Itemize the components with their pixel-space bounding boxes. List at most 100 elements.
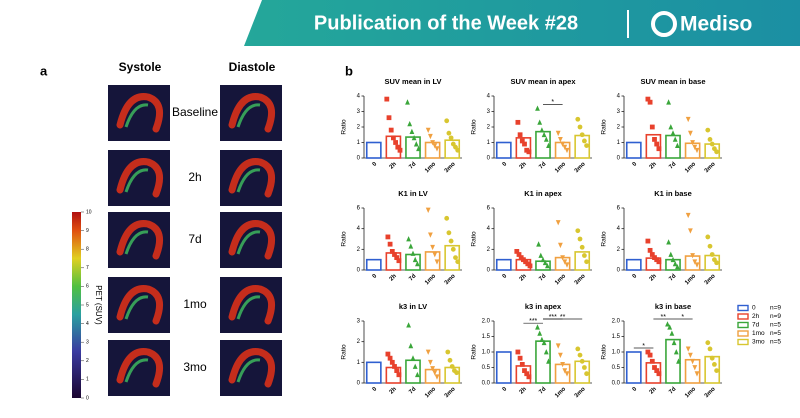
significance-label: * bbox=[551, 99, 554, 106]
data-point bbox=[406, 236, 411, 242]
pet-uptake bbox=[116, 348, 164, 388]
chart-title: K1 in base bbox=[654, 189, 692, 198]
data-point bbox=[387, 355, 393, 361]
data-point bbox=[546, 358, 551, 364]
x-tick-label: 1mo bbox=[684, 161, 697, 174]
data-point bbox=[524, 371, 530, 377]
y-axis-label: Ratio bbox=[341, 119, 348, 135]
data-point bbox=[430, 244, 435, 251]
data-point bbox=[577, 236, 583, 242]
data-point bbox=[714, 368, 719, 373]
y-tick-label: 1.5 bbox=[482, 334, 491, 340]
data-point bbox=[675, 264, 680, 270]
data-point bbox=[564, 371, 570, 377]
data-point bbox=[410, 355, 416, 361]
y-tick-label: 0 bbox=[357, 156, 361, 162]
x-tick-label: 2h bbox=[389, 273, 398, 282]
x-tick-label: 0 bbox=[502, 161, 509, 168]
data-point bbox=[656, 371, 662, 377]
data-point bbox=[672, 136, 678, 142]
bar bbox=[495, 141, 512, 159]
pet-uptake bbox=[228, 158, 276, 198]
data-point bbox=[707, 346, 713, 352]
data-point bbox=[705, 234, 711, 240]
colorbar-label: PET (SUV) bbox=[94, 285, 103, 325]
row-label: Baseline bbox=[172, 105, 218, 119]
data-point bbox=[430, 366, 435, 372]
pet-uptake bbox=[124, 230, 149, 255]
data-point bbox=[428, 359, 433, 366]
colorbar-tick-label: 1 bbox=[86, 377, 89, 383]
y-axis-label: Ratio bbox=[471, 344, 478, 360]
pet-uptake bbox=[236, 168, 261, 193]
header-title: Publication of the Week #28 bbox=[314, 12, 578, 34]
data-point bbox=[444, 215, 450, 221]
y-tick-label: 3 bbox=[357, 319, 361, 325]
x-tick-label: 2h bbox=[519, 273, 528, 282]
brand-icon bbox=[651, 11, 677, 37]
data-point bbox=[714, 260, 719, 266]
legend-n: n=9 bbox=[770, 313, 781, 320]
x-tick-label: 2h bbox=[649, 273, 658, 282]
data-point bbox=[579, 132, 585, 138]
data-point bbox=[515, 119, 521, 125]
data-point bbox=[514, 249, 520, 254]
brand-name: Mediso bbox=[680, 13, 752, 36]
data-point bbox=[410, 250, 416, 256]
data-point bbox=[685, 346, 691, 352]
data-point bbox=[562, 144, 568, 151]
data-point bbox=[579, 244, 585, 250]
data-point bbox=[527, 263, 533, 269]
data-point bbox=[671, 339, 677, 346]
x-tick-label: 1mo bbox=[424, 161, 437, 174]
significance-label: ** bbox=[560, 314, 566, 321]
data-point bbox=[688, 228, 693, 234]
x-tick-label: 7d bbox=[538, 273, 547, 282]
data-point bbox=[430, 140, 435, 146]
data-point bbox=[676, 358, 681, 364]
data-point bbox=[575, 346, 581, 352]
data-point bbox=[690, 358, 695, 365]
pet-uptake bbox=[236, 358, 261, 383]
data-point bbox=[526, 374, 532, 380]
column-header: Diastole bbox=[229, 60, 276, 74]
data-point bbox=[649, 358, 655, 364]
data-point bbox=[454, 370, 459, 376]
y-tick-label: 2 bbox=[357, 247, 361, 253]
data-point bbox=[412, 363, 418, 369]
panel-label: b bbox=[345, 63, 353, 78]
data-point bbox=[425, 127, 431, 133]
y-axis-label: Ratio bbox=[471, 119, 478, 135]
data-point bbox=[522, 141, 527, 147]
data-point bbox=[535, 105, 540, 111]
x-tick-label: 3mo bbox=[704, 386, 717, 399]
data-point bbox=[555, 130, 561, 137]
pet-uptake bbox=[228, 93, 276, 133]
bar bbox=[495, 258, 512, 271]
y-tick-label: 1 bbox=[487, 140, 491, 146]
x-tick-label: 0 bbox=[502, 386, 509, 393]
data-point bbox=[425, 207, 431, 213]
y-tick-label: 0 bbox=[617, 268, 621, 274]
data-point bbox=[538, 252, 544, 258]
data-point bbox=[543, 136, 549, 142]
data-point bbox=[668, 124, 674, 130]
data-point bbox=[455, 259, 461, 265]
chart-title: SUV mean in LV bbox=[385, 77, 442, 86]
chart-title: SUV mean in apex bbox=[510, 77, 576, 86]
y-tick-label: 2 bbox=[617, 247, 621, 253]
y-tick-label: 3 bbox=[487, 109, 491, 115]
data-point bbox=[396, 258, 402, 264]
legend-label: 7d bbox=[752, 322, 760, 329]
y-tick-label: 1.0 bbox=[612, 350, 621, 356]
bar bbox=[405, 136, 421, 159]
data-point bbox=[432, 143, 438, 149]
y-axis-label: Ratio bbox=[601, 119, 608, 135]
y-tick-label: 2.0 bbox=[612, 319, 621, 325]
x-tick-label: 3mo bbox=[574, 273, 587, 286]
colorbar-tick-label: 9 bbox=[86, 228, 89, 234]
y-tick-label: 0 bbox=[357, 268, 361, 274]
pet-uptake bbox=[116, 93, 164, 133]
data-point bbox=[709, 355, 715, 361]
y-tick-label: 6 bbox=[487, 206, 491, 212]
